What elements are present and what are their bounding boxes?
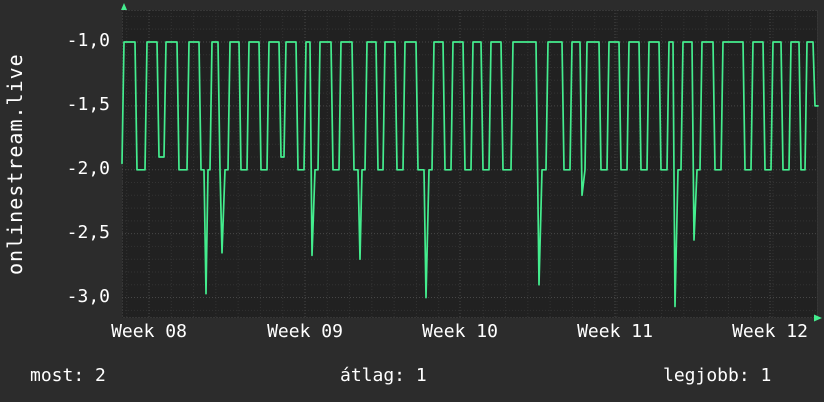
- data-line: [121, 41, 819, 308]
- y-tick-label: -2,0: [66, 157, 110, 179]
- x-tick-label: Week 09: [267, 321, 343, 342]
- y-axis-arrow-icon: [121, 3, 127, 10]
- stat-most: most: 2: [30, 365, 106, 386]
- x-tick-label: Week 11: [577, 321, 653, 342]
- x-axis-arrow-icon: [814, 314, 822, 322]
- y-tick-label: -2,5: [66, 221, 110, 243]
- y-tick-label: -3,0: [66, 285, 110, 307]
- x-tick-label: Week 12: [732, 321, 808, 342]
- x-tick-label: Week 10: [422, 321, 498, 342]
- y-tick-label: -1,0: [66, 29, 110, 51]
- stat-best: legjobb: 1: [663, 365, 772, 386]
- stats-footer: most: 2 átlag: 1 legjobb: 1: [0, 362, 824, 394]
- y-tick-label: -1,5: [66, 93, 110, 115]
- stat-average: átlag: 1: [340, 365, 427, 386]
- x-tick-label: Week 08: [111, 321, 187, 342]
